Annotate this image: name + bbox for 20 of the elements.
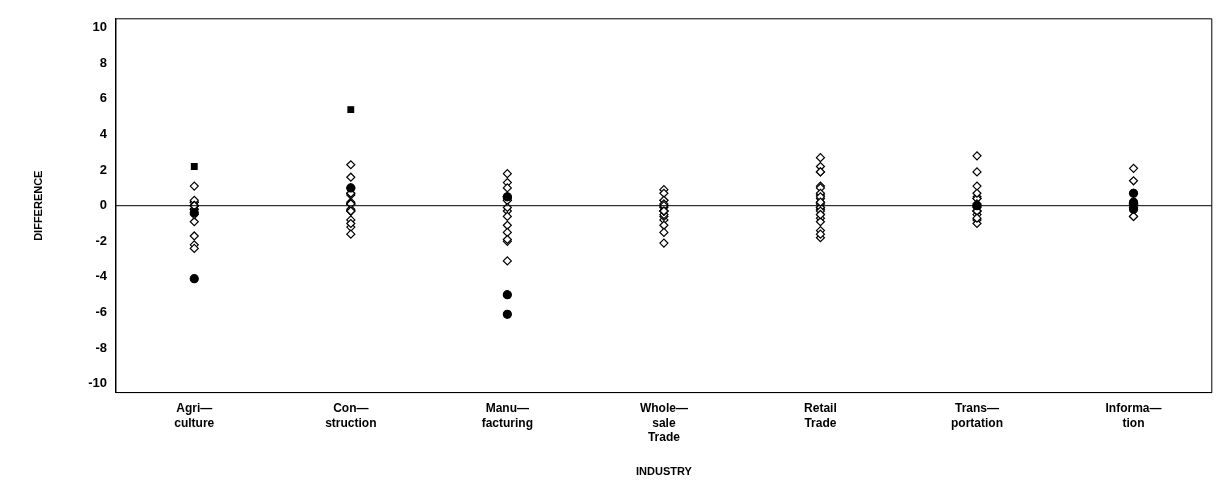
y-tick-label: 0: [99, 197, 107, 213]
x-tick-label: Manu— facturing: [481, 401, 534, 430]
y-tick-label: -10: [88, 375, 107, 391]
y-tick-label: 10: [92, 19, 107, 35]
x-axis-title: INDUSTRY: [635, 465, 693, 478]
x-tick-label: Informa— tion: [1105, 401, 1162, 430]
x-tick-label: Trans— portation: [950, 401, 1003, 430]
y-tick-label: 2: [99, 161, 107, 177]
y-tick-label: 6: [99, 90, 107, 106]
x-tick-label: Con— struction: [325, 401, 377, 430]
x-tick-label: Whole— sale Trade: [639, 401, 688, 444]
x-tick-label: Retail Trade: [804, 401, 837, 430]
x-tick-label: Agri— culture: [174, 401, 215, 430]
y-tick-label: -2: [95, 232, 107, 248]
y-tick-label: 8: [99, 54, 107, 70]
y-tick-label: -4: [95, 268, 108, 284]
y-tick-label: -6: [95, 304, 107, 320]
y-tick-label: -8: [95, 339, 107, 355]
y-axis-title: DIFFERENCE: [31, 170, 44, 241]
y-tick-label: 4: [99, 126, 108, 142]
